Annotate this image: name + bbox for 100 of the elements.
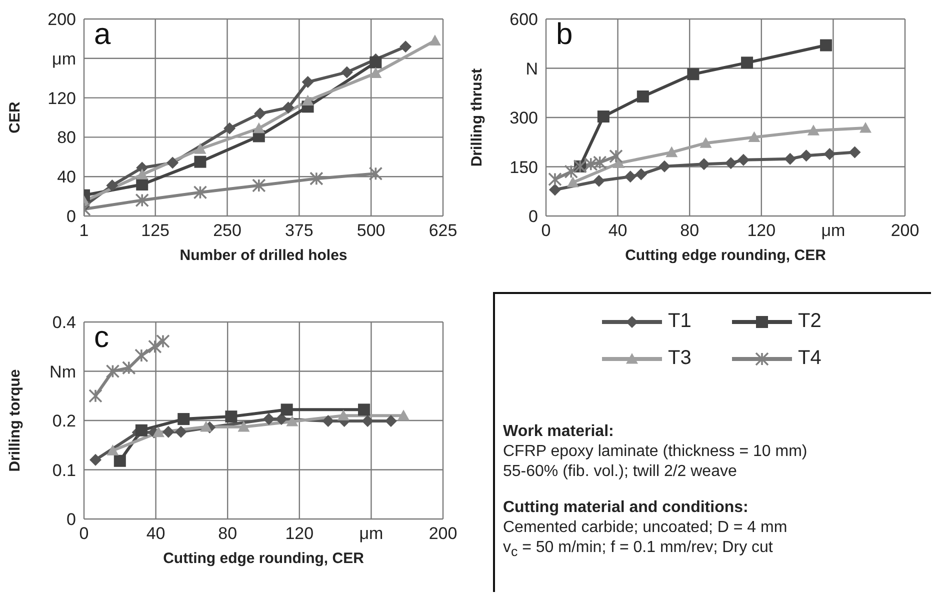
point <box>280 404 293 416</box>
point <box>724 157 737 170</box>
point <box>597 110 610 123</box>
point <box>564 164 578 179</box>
chart-title: b <box>556 18 573 52</box>
text: Work material: <box>503 422 615 442</box>
y-tick-label: Nm <box>50 362 76 382</box>
point <box>824 148 836 160</box>
point <box>592 174 605 187</box>
x-tick-label: 80 <box>218 524 238 544</box>
y-tick-label: 600 <box>510 10 538 30</box>
point <box>122 360 136 375</box>
point <box>748 131 760 142</box>
y-tick-label: 40 <box>57 168 76 187</box>
y-tick-label: 0 <box>528 207 538 226</box>
point <box>224 122 236 134</box>
point <box>193 185 208 200</box>
point <box>687 68 700 80</box>
point <box>106 364 120 378</box>
point <box>106 179 118 192</box>
x-tick-label: 1 <box>79 221 89 240</box>
x-tick-label: 40 <box>608 221 628 240</box>
point <box>592 156 607 170</box>
y-tick-label: 0 <box>66 510 76 530</box>
point <box>337 410 350 420</box>
point <box>194 143 206 154</box>
point <box>135 193 150 208</box>
point <box>174 426 187 438</box>
text: 55-60% (fib. vol.); twill 2/2 weave <box>503 462 738 482</box>
text: v$_{c}$ = 50 m/min; f = 0.1 mm/rev; Dry cut <box>503 538 774 562</box>
point <box>784 152 796 165</box>
chart-title: c <box>94 321 109 355</box>
point <box>636 90 649 102</box>
point <box>548 172 562 186</box>
point <box>166 156 179 169</box>
point <box>262 413 275 426</box>
point <box>302 76 314 88</box>
x-tick-label: 200 <box>428 524 458 544</box>
point <box>370 67 382 78</box>
point <box>428 34 441 46</box>
y-tick-label: 150 <box>510 158 538 177</box>
x-tick-label: 120 <box>285 524 314 544</box>
point <box>358 404 370 416</box>
point <box>370 56 382 68</box>
point <box>225 410 238 423</box>
point <box>800 150 812 162</box>
point <box>860 122 872 133</box>
point <box>635 168 648 180</box>
x-axis-title: Cutting edge rounding, CER <box>163 550 364 567</box>
x-tick-label: μm <box>359 524 384 544</box>
point <box>584 157 598 172</box>
x-tick-label: 200 <box>890 221 920 240</box>
x-tick-label: 40 <box>146 524 166 544</box>
x-tick-label: 250 <box>213 221 242 240</box>
y-tick-label: μm <box>52 49 76 68</box>
y-axis-title: Drilling thrust <box>468 68 486 167</box>
text: Cutting material and conditions: <box>503 498 750 518</box>
point <box>400 40 412 53</box>
x-tick-label: 625 <box>428 221 458 240</box>
x-tick-label: 500 <box>356 221 386 240</box>
x-tick-label: 120 <box>747 221 776 240</box>
point <box>148 340 162 354</box>
point <box>302 94 314 106</box>
point <box>134 348 148 362</box>
point <box>737 154 750 166</box>
x-tick-label: 0 <box>541 221 551 240</box>
point <box>136 178 148 190</box>
point <box>700 137 712 148</box>
point <box>848 146 861 158</box>
point <box>807 124 820 136</box>
y-axis-title: CER <box>6 102 24 134</box>
point <box>286 415 298 426</box>
point <box>156 334 170 348</box>
y-tick-label: 0.1 <box>52 460 76 480</box>
legend-label: T2 <box>798 310 822 333</box>
y-tick-label: 0.2 <box>52 412 76 431</box>
point <box>254 108 266 120</box>
y-tick-label: 300 <box>510 108 538 128</box>
x-tick-label: μm <box>821 221 846 240</box>
y-tick-label: 0 <box>66 207 76 226</box>
point <box>89 454 102 466</box>
point <box>658 160 670 172</box>
point <box>566 176 579 188</box>
point <box>106 444 119 456</box>
point <box>252 178 266 192</box>
point <box>88 388 102 403</box>
point <box>609 149 623 164</box>
x-tick-label: 125 <box>141 221 170 240</box>
point <box>136 168 148 180</box>
point <box>368 166 383 181</box>
point <box>238 420 250 432</box>
point <box>398 410 410 420</box>
y-tick-label: N <box>526 59 538 78</box>
y-tick-label: 80 <box>57 128 76 148</box>
legend-label: T4 <box>798 347 822 370</box>
x-tick-label: 375 <box>284 221 314 240</box>
x-tick-label: 80 <box>680 221 700 240</box>
point <box>548 184 561 196</box>
point <box>114 454 126 467</box>
point <box>200 420 212 432</box>
